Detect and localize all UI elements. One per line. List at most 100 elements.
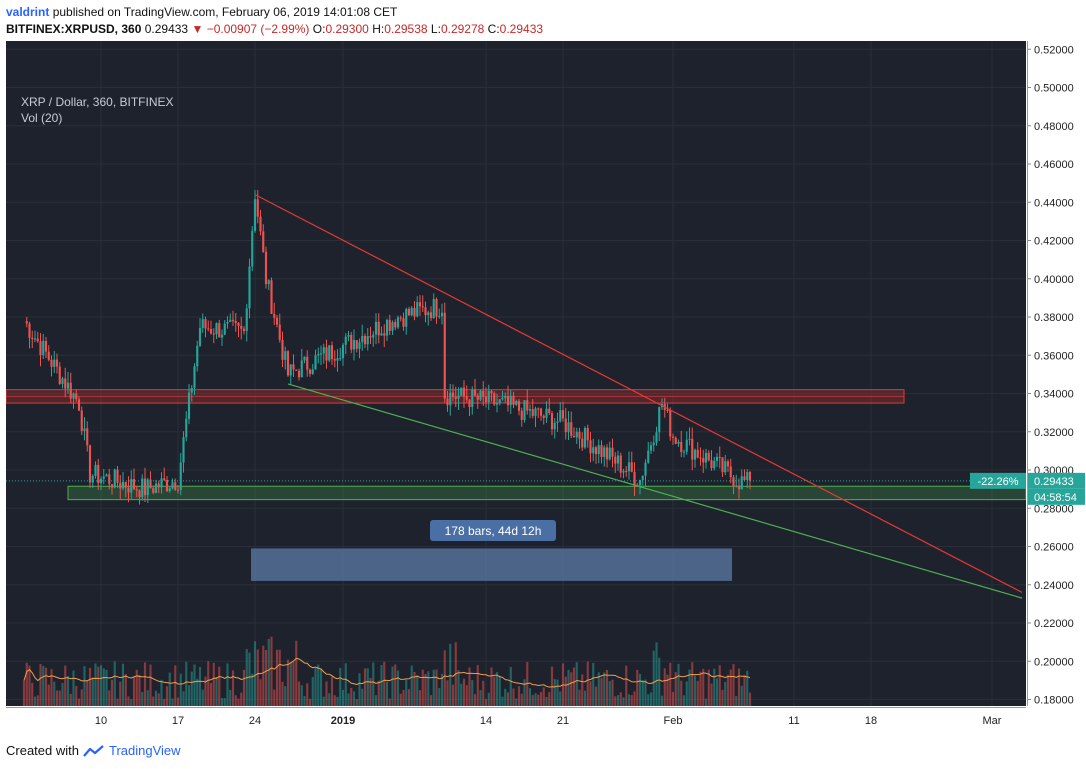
candle-body[interactable] [743, 476, 746, 481]
candle-body[interactable] [688, 438, 691, 440]
candle-body[interactable] [124, 481, 127, 488]
candle-body[interactable] [605, 447, 609, 460]
candle-body[interactable] [215, 323, 218, 335]
candle-body[interactable] [537, 408, 540, 410]
candle-body[interactable] [248, 266, 251, 309]
chart-pane[interactable]: 178 bars, 44d 12h -22.26% XRP / Dollar, 3… [6, 41, 1026, 706]
candle-body[interactable] [374, 321, 378, 335]
candle-body[interactable] [418, 302, 422, 307]
candle-body[interactable] [102, 476, 105, 479]
candle-body[interactable] [718, 456, 721, 458]
candle-body[interactable] [630, 462, 633, 472]
candle-body[interactable] [108, 474, 111, 485]
candle-body[interactable] [691, 438, 694, 460]
candle-body[interactable] [267, 280, 270, 285]
candle-body[interactable] [44, 340, 48, 352]
candle-body[interactable] [36, 338, 39, 342]
candle-body[interactable] [245, 308, 248, 332]
candle-body[interactable] [410, 307, 413, 316]
candle-body[interactable] [611, 447, 614, 457]
candle-body[interactable] [454, 396, 457, 399]
candle-body[interactable] [457, 395, 460, 399]
candle-body[interactable] [748, 472, 752, 481]
candle-body[interactable] [344, 336, 347, 345]
time-axis[interactable]: 10 17 24 2019 14 21 Feb 11 18 Mar [6, 707, 1026, 732]
candle-body[interactable] [127, 487, 130, 493]
candle-body[interactable] [693, 449, 697, 460]
candle-body[interactable] [586, 428, 589, 441]
candle-body[interactable] [286, 351, 290, 376]
candle-body[interactable] [237, 322, 240, 326]
candle-body[interactable] [377, 321, 380, 336]
candle-body[interactable] [713, 460, 716, 469]
price-axis[interactable]: 0.52000 0.50000 0.48000 0.46000 0.44000 0.420… [1027, 41, 1085, 706]
candle-body[interactable] [308, 369, 312, 374]
support-trendline[interactable] [287, 383, 1023, 599]
candle-body[interactable] [273, 313, 276, 318]
candle-body[interactable] [77, 399, 81, 411]
candle-body[interactable] [539, 408, 543, 416]
candle-body[interactable] [680, 441, 683, 452]
candle-body[interactable] [740, 476, 743, 490]
candle-body[interactable] [394, 322, 397, 328]
candle-body[interactable] [336, 358, 339, 361]
candle-body[interactable] [72, 393, 75, 399]
candle-body[interactable] [50, 359, 53, 367]
candle-body[interactable] [429, 312, 433, 319]
candle-body[interactable] [121, 481, 125, 489]
candle-body[interactable] [31, 337, 34, 340]
candle-body[interactable] [493, 393, 496, 405]
candle-body[interactable] [583, 428, 587, 448]
candle-body[interactable] [446, 398, 449, 406]
candle-body[interactable] [479, 390, 482, 400]
candle-body[interactable] [622, 470, 625, 473]
candle-body[interactable] [520, 410, 523, 420]
candle-body[interactable] [550, 413, 554, 430]
candle-body[interactable] [75, 393, 78, 400]
candle-body[interactable] [226, 321, 229, 324]
candle-body[interactable] [715, 456, 719, 461]
candle-body[interactable] [196, 345, 199, 367]
candle-body[interactable] [295, 369, 298, 371]
candle-body[interactable] [64, 378, 67, 389]
candle-body[interactable] [281, 339, 284, 360]
candle-body[interactable] [548, 408, 551, 414]
candle-body[interactable] [355, 340, 358, 349]
candle-body[interactable] [462, 387, 466, 397]
candle-body[interactable] [231, 319, 235, 322]
candle-body[interactable] [451, 392, 455, 397]
candle-body[interactable] [80, 410, 83, 432]
candle-body[interactable] [405, 308, 408, 327]
candle-body[interactable] [262, 231, 265, 252]
candle-body[interactable] [633, 471, 636, 485]
candle-body[interactable] [132, 479, 136, 490]
candle-body[interactable] [597, 445, 600, 455]
candle-body[interactable] [647, 450, 650, 463]
candle-body[interactable] [666, 409, 669, 411]
candle-body[interactable] [556, 421, 559, 423]
candle-body[interactable] [259, 216, 262, 232]
candle-body[interactable] [724, 461, 727, 473]
candle-body[interactable] [402, 318, 405, 327]
candle-body[interactable] [319, 353, 323, 355]
candle-body[interactable] [619, 455, 622, 473]
candle-body[interactable] [204, 319, 207, 329]
candle-body[interactable] [94, 464, 97, 476]
candle-body[interactable] [649, 445, 653, 451]
candle-body[interactable] [168, 488, 171, 492]
candle-body[interactable] [735, 485, 738, 487]
candle-body[interactable] [465, 396, 468, 400]
candle-body[interactable] [385, 319, 389, 336]
candle-body[interactable] [487, 390, 490, 403]
candle-body[interactable] [399, 317, 402, 319]
candle-body[interactable] [33, 338, 37, 340]
candle-body[interactable] [435, 298, 438, 317]
candle-body[interactable] [300, 360, 303, 378]
candle-body[interactable] [421, 306, 424, 308]
candle-body[interactable] [482, 390, 485, 397]
candle-body[interactable] [361, 335, 364, 343]
candle-body[interactable] [297, 370, 301, 378]
candle-body[interactable] [42, 340, 45, 356]
candle-body[interactable] [495, 403, 499, 405]
candle-body[interactable] [553, 422, 556, 430]
